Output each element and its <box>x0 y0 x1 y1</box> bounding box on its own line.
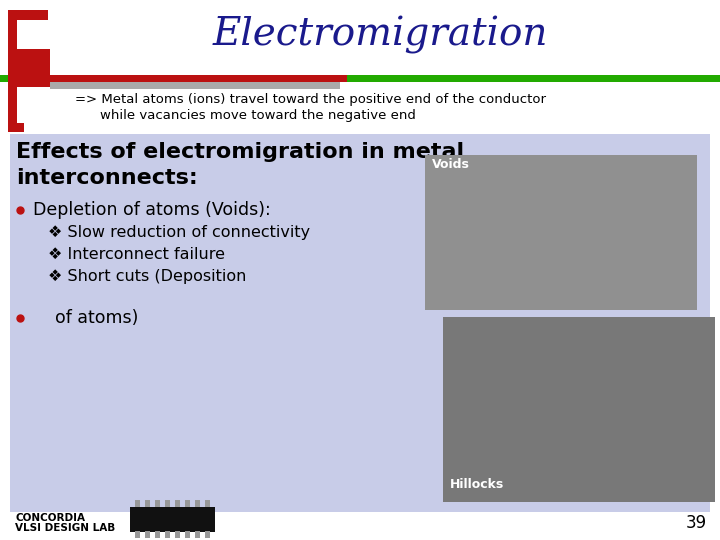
Text: ❖ Slow reduction of connectivity: ❖ Slow reduction of connectivity <box>48 225 310 240</box>
Text: => Metal atoms (ions) travel toward the positive end of the conductor: => Metal atoms (ions) travel toward the … <box>75 93 546 106</box>
Bar <box>135 500 140 507</box>
Bar <box>17 75 347 82</box>
Bar <box>443 317 715 502</box>
Bar <box>205 531 210 538</box>
Text: ❖ Short cuts (Deposition: ❖ Short cuts (Deposition <box>48 268 246 284</box>
Bar <box>10 134 710 512</box>
Bar <box>135 531 140 538</box>
Text: Depletion of atoms (Voids):: Depletion of atoms (Voids): <box>33 201 271 219</box>
Bar <box>145 500 150 507</box>
Text: Effects of electromigration in metal: Effects of electromigration in metal <box>16 142 464 162</box>
Bar <box>130 507 215 532</box>
Bar <box>155 500 160 507</box>
Bar <box>165 500 170 507</box>
Bar <box>205 500 210 507</box>
Bar <box>175 531 180 538</box>
Text: Hillocks: Hillocks <box>450 478 504 491</box>
Bar <box>185 500 190 507</box>
Bar <box>195 500 200 507</box>
Text: Voids: Voids <box>432 159 470 172</box>
Bar <box>8 15 17 130</box>
Text: of atoms): of atoms) <box>33 309 138 327</box>
Text: 39: 39 <box>686 514 707 532</box>
Bar <box>195 531 200 538</box>
Bar <box>155 531 160 538</box>
Bar <box>185 531 190 538</box>
Bar <box>165 531 170 538</box>
Bar <box>8 49 50 87</box>
Bar <box>0 75 720 82</box>
Bar <box>8 123 24 132</box>
Bar <box>175 500 180 507</box>
Bar <box>145 531 150 538</box>
Text: Electromigration: Electromigration <box>212 16 548 54</box>
Text: interconnects:: interconnects: <box>16 168 198 188</box>
Text: CONCORDIA: CONCORDIA <box>15 513 85 523</box>
Bar <box>425 155 697 310</box>
Text: while vacancies move toward the negative end: while vacancies move toward the negative… <box>100 110 416 123</box>
Text: ❖ Interconnect failure: ❖ Interconnect failure <box>48 246 225 261</box>
Bar <box>8 10 48 20</box>
Bar <box>50 82 340 89</box>
Text: VLSI DESIGN LAB: VLSI DESIGN LAB <box>15 523 115 533</box>
